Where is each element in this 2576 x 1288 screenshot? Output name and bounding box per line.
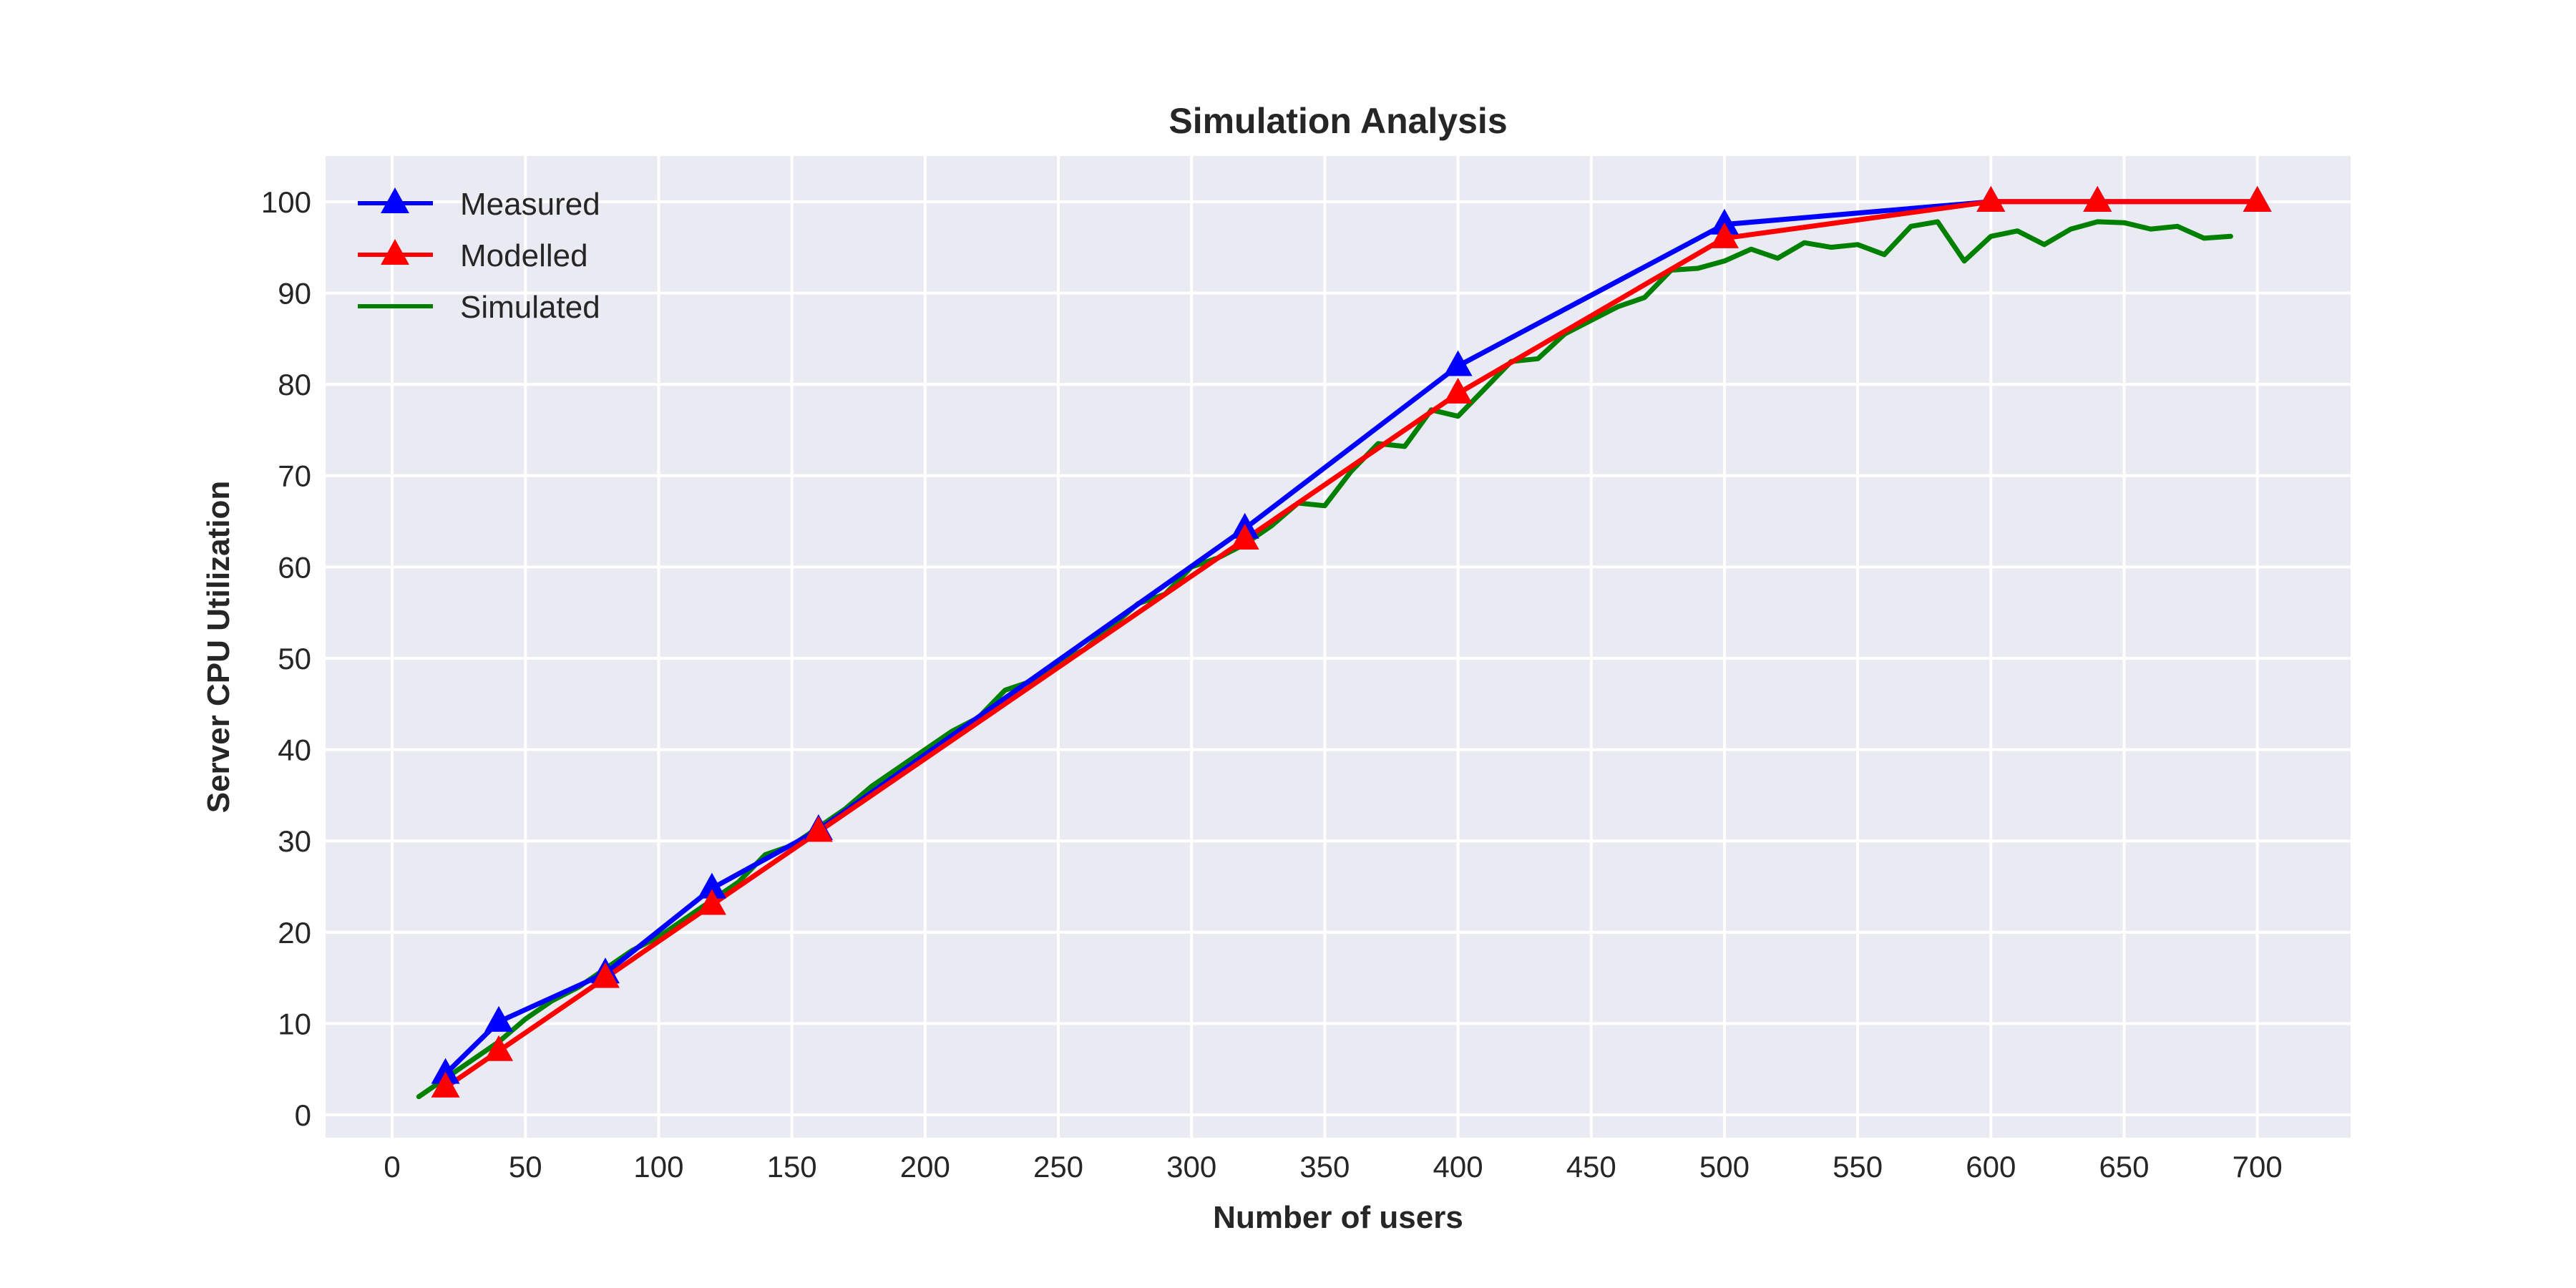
data-point-modelled [590,962,620,988]
y-tick-label: 70 [278,459,311,493]
x-tick-label: 600 [1966,1150,2016,1184]
legend-label-simulated: Simulated [460,290,600,325]
x-tick-label: 650 [2099,1150,2149,1184]
y-axis-tick-labels: 0 10 20 30 40 50 60 70 80 90 100 [261,185,311,1132]
chart-title: Simulation Analysis [1169,101,1507,141]
y-tick-label: 0 [295,1098,311,1132]
x-axis-label: Number of users [1213,1200,1463,1235]
y-tick-label: 10 [278,1007,311,1040]
data-point-measured [484,1005,514,1032]
x-tick-label: 200 [900,1150,950,1184]
legend-label-modelled: Modelled [460,238,588,273]
data-point-modelled [697,889,726,915]
x-tick-label: 100 [633,1150,683,1184]
y-tick-label: 80 [278,368,311,401]
x-axis-tick-labels: 0 50 100 150 200 250 300 350 400 450 500 550 600 650 7… [384,1150,2282,1184]
y-axis-label: Server CPU Utilization [201,481,236,814]
x-tick-label: 250 [1033,1150,1083,1184]
y-tick-label: 60 [278,550,311,584]
data-point-modelled [1976,185,2006,212]
legend: Measured Modelled Simulated [358,187,600,325]
y-tick-label: 40 [278,733,311,767]
x-tick-label: 150 [767,1150,817,1184]
horizontal-gridlines [326,200,2351,1117]
x-tick-label: 550 [1833,1150,1883,1184]
data-point-modelled [431,1071,460,1098]
data-point-modelled [1443,377,1473,404]
x-tick-label: 350 [1299,1150,1350,1184]
x-tick-label: 700 [2233,1150,2283,1184]
y-tick-label: 90 [278,276,311,310]
series-layer [416,185,2272,1100]
x-tick-label: 400 [1433,1150,1483,1184]
x-tick-label: 50 [509,1150,542,1184]
x-tick-label: 0 [384,1150,400,1184]
data-point-measured [1709,208,1739,235]
y-tick-label: 100 [261,185,311,219]
y-tick-label: 20 [278,916,311,950]
data-point-modelled [484,1035,514,1061]
legend-label-measured: Measured [460,187,600,222]
y-tick-label: 30 [278,824,311,858]
data-point-modelled [1230,524,1259,550]
data-point-modelled [2243,185,2272,212]
data-point-modelled [804,816,833,842]
x-tick-label: 300 [1166,1150,1216,1184]
legend-marker-measured [381,187,409,213]
data-point-modelled [1709,222,1739,248]
data-point-modelled [2083,185,2112,212]
vertical-gridlines [391,156,2259,1138]
data-point-measured [431,1058,460,1084]
data-point-measured [1443,350,1473,376]
plot-area-background [326,156,2351,1138]
x-tick-label: 500 [1699,1150,1750,1184]
data-point-measured [697,872,726,899]
legend-marker-modelled [381,239,409,265]
x-tick-label: 450 [1566,1150,1616,1184]
y-tick-label: 50 [278,642,311,675]
